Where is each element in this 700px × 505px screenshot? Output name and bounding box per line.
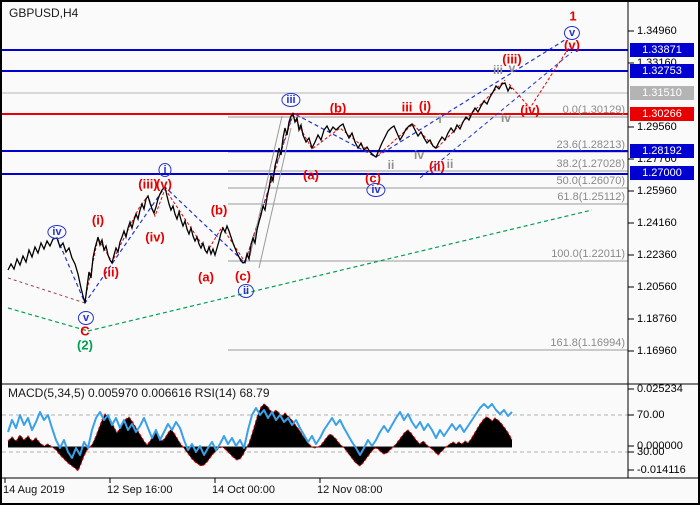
fibonacci-level-label: 38.2(1.27028) [556,158,626,170]
price-series [7,82,513,304]
time-axis-label: 12 Nov 08:00 [317,484,383,496]
wave-label-C[interactable]: C [80,323,90,339]
wave-label-b[interactable]: (b) [210,202,228,218]
symbol-timeframe-label: GBPUSD,H4 [9,6,79,20]
indicator-axis-label: 0.025234 [637,383,683,395]
indicator-axis-label: 30.00 [637,446,665,458]
wave-label-c[interactable]: (c) [365,170,381,186]
fibonacci-level-label: 61.8(1.25112) [557,191,625,203]
indicator-axis-label: 70.00 [637,409,665,421]
wave-label-1[interactable]: 1 [569,8,577,24]
wave-label-i[interactable]: i [438,112,442,126]
overlay-green-support-rising [87,209,593,332]
price-axis-badge: 1.30266 [630,107,694,121]
price-axis-badge: 1.27000 [630,166,694,180]
price-axis-label: 1.22360 [637,249,677,261]
time-axis-label: 14 Aug 2019 [3,484,65,496]
fibonacci-level-label: 50.0(1.26070) [556,175,626,187]
indicator-header-label: MACD(5,34,5) 0.005970 0.006616 RSI(14) 6… [8,386,270,400]
wave-label-v[interactable]: v [508,61,516,75]
wave-label-ii[interactable]: ii [446,157,454,171]
overlay-maroon-decline [7,277,86,304]
indicator-axis-label: -0.014116 [637,464,686,476]
wave-label-iii[interactable]: iii [492,63,504,77]
wave-label-iv[interactable]: iv [500,111,512,125]
wave-label-i[interactable]: (i) [418,98,432,114]
price-axis-badge: 1.32753 [630,64,694,78]
wave-label-iii[interactable]: (iii) [502,51,522,67]
wave-label-2[interactable]: (2) [77,337,93,353]
wave-label-v[interactable]: (v) [564,37,580,53]
wave-label-iii[interactable]: iii [401,99,413,115]
fibonacci-level-label: 161.8(1.16994) [550,337,625,349]
wave-label-iv[interactable]: (iv) [145,229,165,245]
wave-label-a[interactable]: (a) [198,269,214,285]
wave-label-iv[interactable]: (iv) [520,102,540,118]
price-axis-badge: 1.31510 [630,86,694,100]
fibonacci-level-label: 23.6(1.28213) [556,139,626,151]
wave-label-v[interactable]: (v) [156,176,172,192]
price-axis-label: 1.20560 [637,281,677,293]
overlay-red-subwaves-right [375,79,506,158]
overlay-gray-channel-2 [258,127,292,269]
overlay-red-subwaves-left [84,188,166,301]
wave-label-iv[interactable]: iv [413,148,425,162]
price-axis-label: 1.29560 [637,121,677,133]
overlay-red-abc-mid [292,114,377,158]
wave-label-v[interactable]: v [77,311,95,325]
price-axis-label: 1.18760 [637,313,677,325]
overlay-blue-channel [419,51,573,179]
fibonacci-level-label: 100.0(1.22011) [551,248,625,260]
wave-label-c[interactable]: (c) [235,268,251,284]
price-axis-label: 1.25960 [637,185,677,197]
wave-label-iv[interactable]: iv [366,183,386,197]
wave-label-iii[interactable]: (iii) [138,176,158,192]
overlay-red-abc-left [164,114,294,264]
wave-label-ii[interactable]: (ii) [103,264,119,280]
fibonacci-level-label: 0.0(1.30129) [562,104,625,116]
macd-signal-line [7,403,513,472]
macd-histogram [8,404,512,471]
wave-label-iv[interactable]: iv [47,225,67,239]
wave-label-a[interactable]: (a) [303,167,319,183]
wave-label-ii[interactable]: ii [237,284,255,298]
wave-label-b[interactable]: (b) [329,100,347,116]
time-axis-label: 14 Oct 00:00 [212,484,275,496]
wave-label-iii[interactable]: iii [281,93,301,107]
overlay-red-projection [508,45,571,109]
time-axis-label: 12 Sep 16:00 [107,484,173,496]
wave-label-ii[interactable]: (ii) [429,158,445,174]
price-axis-label: 1.34960 [637,25,677,37]
wave-label-i[interactable]: (i) [91,212,105,228]
wave-label-i[interactable]: i [158,163,172,177]
price-axis-label: 1.16960 [637,345,677,357]
wave-label-ii[interactable]: ii [387,158,395,172]
rsi-line [7,403,513,459]
price-axis-badge: 1.33871 [630,43,694,57]
price-axis-label: 1.24160 [637,217,677,229]
overlay-gray-channel-1 [249,115,283,257]
wave-label-v[interactable]: v [563,26,581,40]
price-axis-badge: 1.28192 [630,144,694,158]
indicator-axis-label: 0.000000 [637,440,683,452]
